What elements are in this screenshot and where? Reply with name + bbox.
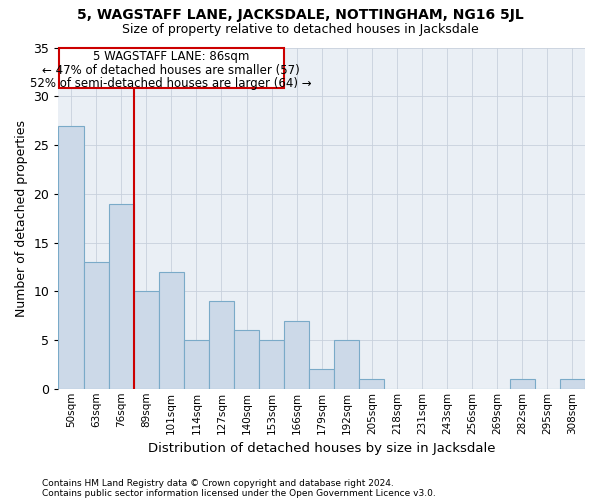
Bar xyxy=(159,272,184,389)
Y-axis label: Number of detached properties: Number of detached properties xyxy=(15,120,28,316)
Bar xyxy=(284,320,309,389)
Bar xyxy=(309,370,334,389)
Bar xyxy=(83,262,109,389)
Bar xyxy=(359,379,385,389)
Text: Size of property relative to detached houses in Jacksdale: Size of property relative to detached ho… xyxy=(122,22,478,36)
Bar xyxy=(184,340,209,389)
Text: ← 47% of detached houses are smaller (57): ← 47% of detached houses are smaller (57… xyxy=(43,64,300,76)
Text: Contains HM Land Registry data © Crown copyright and database right 2024.: Contains HM Land Registry data © Crown c… xyxy=(42,478,394,488)
Text: 52% of semi-detached houses are larger (64) →: 52% of semi-detached houses are larger (… xyxy=(31,77,312,90)
Text: Contains public sector information licensed under the Open Government Licence v3: Contains public sector information licen… xyxy=(42,488,436,498)
Bar xyxy=(510,379,535,389)
Text: 5 WAGSTAFF LANE: 86sqm: 5 WAGSTAFF LANE: 86sqm xyxy=(93,50,250,63)
Bar xyxy=(560,379,585,389)
Bar xyxy=(334,340,359,389)
Bar xyxy=(259,340,284,389)
Bar xyxy=(59,48,284,88)
Bar xyxy=(58,126,83,389)
X-axis label: Distribution of detached houses by size in Jacksdale: Distribution of detached houses by size … xyxy=(148,442,496,455)
Bar xyxy=(234,330,259,389)
Bar xyxy=(134,292,159,389)
Text: 5, WAGSTAFF LANE, JACKSDALE, NOTTINGHAM, NG16 5JL: 5, WAGSTAFF LANE, JACKSDALE, NOTTINGHAM,… xyxy=(77,8,523,22)
Bar xyxy=(209,301,234,389)
Bar xyxy=(109,204,134,389)
